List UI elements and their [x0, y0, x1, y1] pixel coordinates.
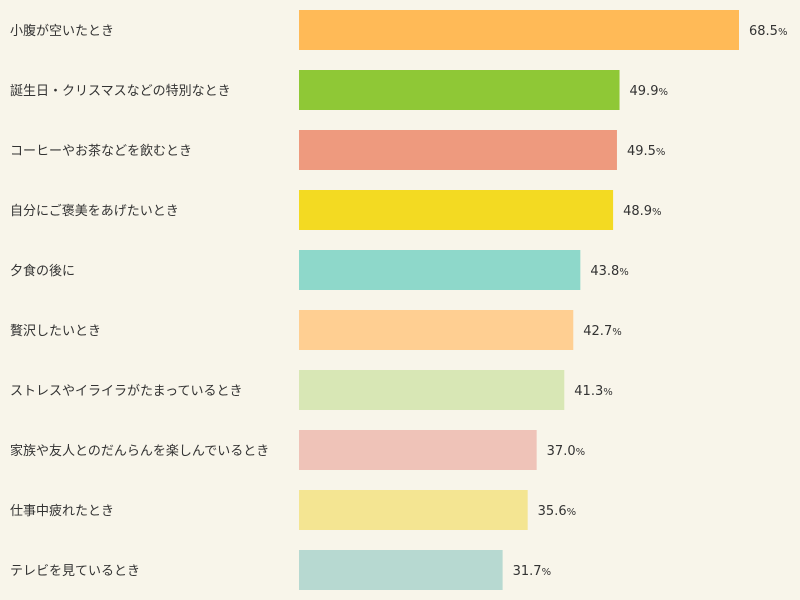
value-unit: %: [576, 447, 586, 458]
bar: [299, 550, 503, 590]
bar: [299, 10, 739, 50]
bar: [299, 190, 614, 230]
bar-row: コーヒーやお茶などを飲むとき 49.5%: [10, 130, 665, 170]
value-number: 49.5: [627, 144, 656, 159]
value-label: 49.5%: [627, 144, 665, 159]
bar-row: 家族や友人とのだんらんを楽しんでいるとき 37.0%: [10, 430, 585, 470]
bar-row: 仕事中疲れたとき 35.6%: [10, 490, 576, 530]
bar: [299, 310, 574, 350]
value-label: 37.0%: [547, 444, 585, 459]
category-label: ストレスやイライラがたまっているとき: [10, 384, 242, 399]
value-number: 41.3: [574, 384, 603, 399]
value-number: 37.0: [547, 444, 576, 459]
value-unit: %: [652, 207, 662, 218]
bar-row: 小腹が空いたとき 68.5%: [10, 10, 787, 50]
value-number: 68.5: [749, 24, 778, 39]
value-unit: %: [542, 567, 552, 578]
value-unit: %: [567, 507, 577, 518]
value-label: 49.9%: [630, 84, 668, 99]
category-label: コーヒーやお茶などを飲むとき: [10, 143, 192, 159]
category-label: 夕食の後に: [10, 263, 75, 279]
category-label: テレビを見ているとき: [10, 564, 140, 579]
category-label: 贅沢したいとき: [10, 323, 101, 339]
bar-row: ストレスやイライラがたまっているとき 41.3%: [10, 370, 613, 410]
value-unit: %: [612, 327, 622, 338]
value-unit: %: [619, 267, 629, 278]
value-label: 43.8%: [590, 264, 628, 279]
value-unit: %: [656, 147, 666, 158]
category-label: 仕事中疲れたとき: [10, 503, 114, 519]
bar-row: 自分にご褒美をあげたいとき 48.9%: [10, 190, 662, 230]
bar: [299, 250, 581, 290]
value-unit: %: [778, 27, 788, 38]
value-label: 42.7%: [583, 324, 621, 339]
value-label: 31.7%: [513, 564, 551, 579]
value-unit: %: [603, 387, 613, 398]
category-label: 誕生日・クリスマスなどの特別なとき: [10, 84, 231, 99]
value-number: 31.7: [513, 564, 542, 579]
value-unit: %: [658, 87, 668, 98]
value-label: 41.3%: [574, 384, 612, 399]
value-number: 43.8: [590, 264, 619, 279]
value-number: 48.9: [623, 204, 652, 219]
value-label: 35.6%: [538, 504, 576, 519]
value-label: 48.9%: [623, 204, 661, 219]
category-label: 家族や友人とのだんらんを楽しんでいるとき: [10, 443, 269, 459]
value-number: 35.6: [538, 504, 567, 519]
value-number: 42.7: [583, 324, 612, 339]
bar: [299, 370, 565, 410]
value-number: 49.9: [630, 84, 659, 99]
bar: [299, 430, 537, 470]
bar: [299, 130, 617, 170]
bar: [299, 490, 528, 530]
category-label: 小腹が空いたとき: [10, 23, 114, 39]
bar-row: 誕生日・クリスマスなどの特別なとき 49.9%: [10, 70, 668, 110]
category-label: 自分にご褒美をあげたいとき: [10, 203, 179, 219]
bar-row: 贅沢したいとき 42.7%: [10, 310, 622, 350]
bar-row: テレビを見ているとき 31.7%: [10, 550, 551, 590]
bar-row: 夕食の後に 43.8%: [10, 250, 629, 290]
bar: [299, 70, 620, 110]
value-label: 68.5%: [749, 24, 787, 39]
